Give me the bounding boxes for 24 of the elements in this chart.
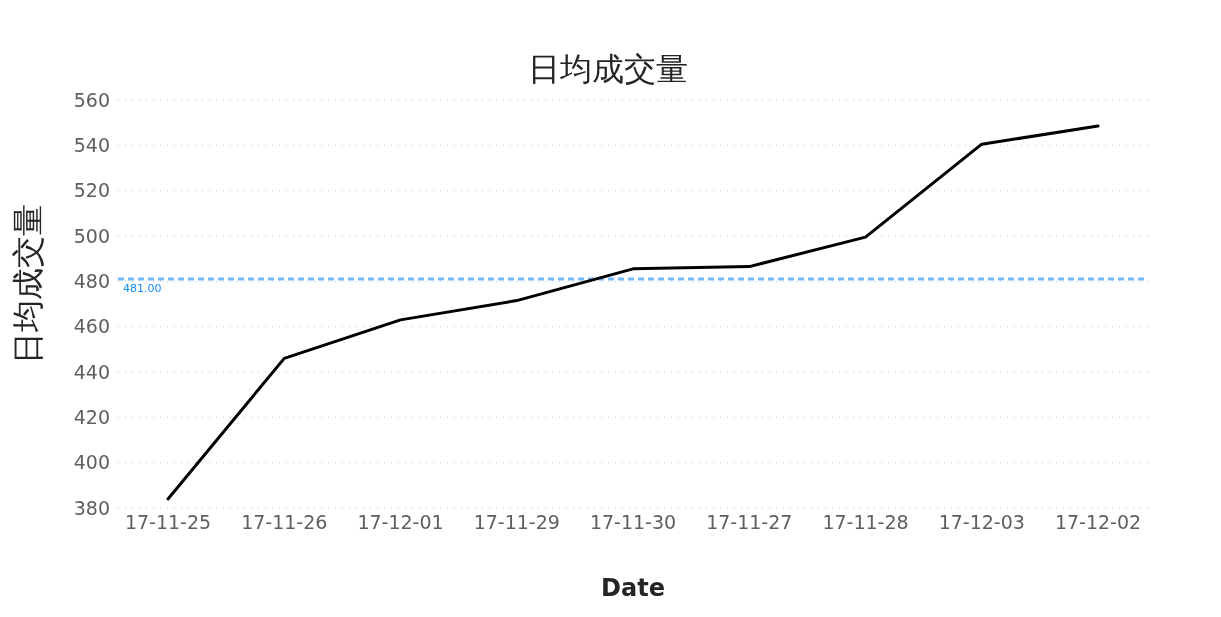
x-tick-label: 17-11-28	[822, 511, 909, 534]
x-tick-label: 17-11-27	[706, 511, 793, 534]
y-tick-label: 560	[73, 88, 110, 111]
y-tick-label: 460	[73, 315, 110, 338]
x-tick-label: 17-11-26	[241, 511, 328, 534]
y-tick-label: 500	[73, 224, 110, 247]
y-tick-label: 480	[73, 270, 110, 293]
x-tick-label: 17-12-03	[938, 511, 1025, 534]
x-tick-label: 17-11-29	[473, 511, 560, 534]
x-tick-label: 17-11-25	[124, 511, 212, 534]
y-tick-label: 420	[73, 406, 110, 429]
y-tick-label: 400	[73, 451, 110, 474]
y-tick-label: 540	[73, 134, 110, 157]
chart-title: 日均成交量	[528, 50, 688, 88]
y-tick-label: 520	[73, 179, 110, 202]
x-axis-title: Date	[601, 574, 665, 602]
x-tick-label: 17-12-02	[1054, 511, 1142, 534]
ref-line-label: 481.00	[123, 281, 162, 295]
y-axis-title: 日均成交量	[9, 204, 48, 364]
x-tick-label: 17-12-01	[357, 511, 444, 534]
x-tick-label: 17-11-30	[589, 511, 677, 534]
y-tick-label: 440	[73, 360, 110, 383]
line-series	[166, 124, 1100, 501]
y-tick-label: 380	[73, 496, 110, 519]
